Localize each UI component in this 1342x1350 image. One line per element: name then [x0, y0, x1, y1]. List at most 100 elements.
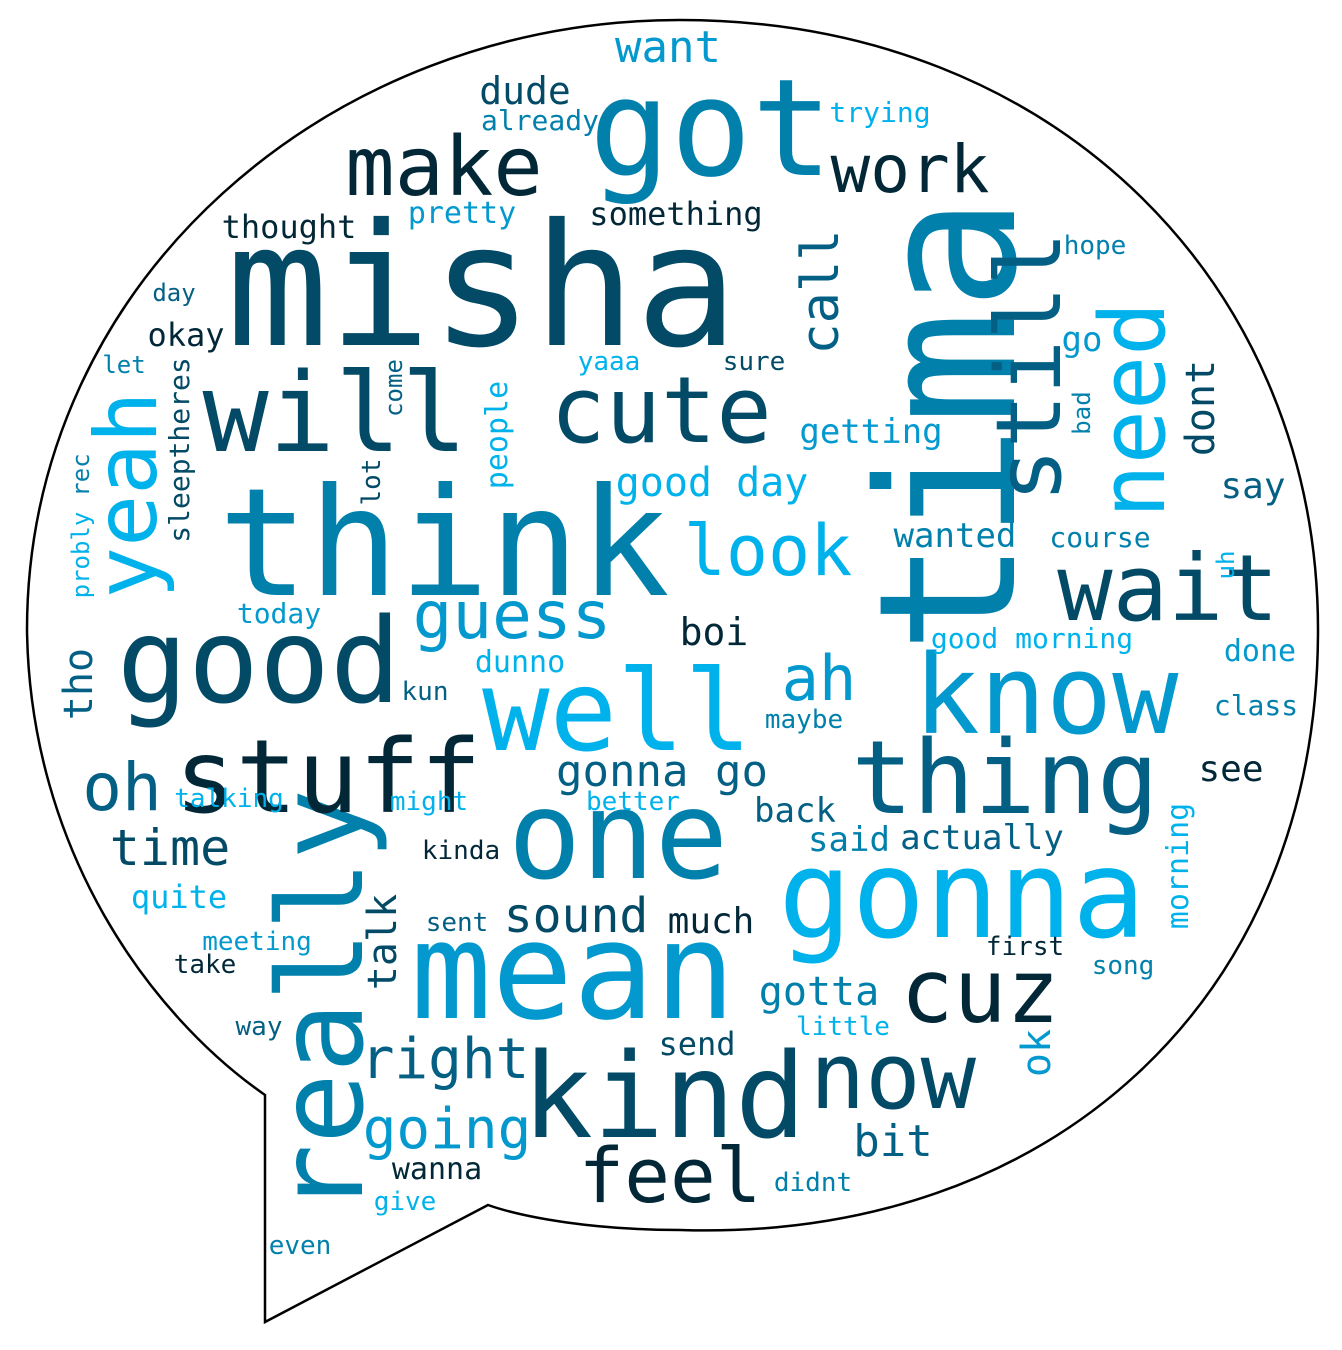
- cloud-word: well: [482, 647, 752, 777]
- cloud-word: time: [110, 819, 230, 877]
- cloud-word: something: [589, 195, 762, 233]
- cloud-word: yeah: [77, 391, 177, 598]
- cloud-word: right: [361, 1027, 530, 1092]
- cloud-word: way: [236, 1012, 283, 1042]
- cloud-word: oh: [82, 749, 161, 826]
- cloud-word: call: [791, 229, 851, 354]
- cloud-word: back: [754, 791, 836, 831]
- cloud-word: now: [810, 1023, 977, 1130]
- cloud-word: class: [1214, 689, 1298, 722]
- cloud-word: rec: [67, 453, 95, 496]
- cloud-word: guess: [413, 577, 612, 654]
- cloud-word: pretty: [408, 196, 516, 231]
- cloud-word: talking: [174, 784, 284, 814]
- cloud-word: mean: [410, 893, 735, 1050]
- cloud-word: dunno: [475, 645, 565, 680]
- cloud-word: little: [796, 1012, 890, 1042]
- cloud-word: even: [269, 1231, 332, 1261]
- cloud-word: day: [152, 279, 195, 307]
- cloud-word: going: [363, 1097, 532, 1162]
- cloud-word: will: [203, 349, 468, 477]
- cloud-word: probly: [67, 512, 95, 599]
- cloud-word: quite: [131, 878, 227, 916]
- cloud-word: getting: [799, 412, 942, 452]
- cloud-word: work: [831, 131, 990, 208]
- cloud-word: okay: [147, 316, 224, 354]
- cloud-word: take: [174, 950, 237, 980]
- cloud-word: really: [252, 789, 390, 1215]
- cloud-word: go: [1062, 320, 1103, 360]
- cloud-word: people: [480, 381, 515, 489]
- cloud-word: dude: [479, 69, 571, 113]
- cloud-word: misha: [226, 188, 738, 386]
- cloud-word: dont: [1178, 360, 1224, 456]
- cloud-word: hope: [1064, 231, 1127, 261]
- cloud-word: tho: [56, 648, 102, 720]
- cloud-word: sleeptheres: [163, 357, 196, 542]
- cloud-word: gotta: [759, 969, 879, 1015]
- cloud-word: sent: [426, 908, 489, 938]
- cloud-word: maybe: [765, 705, 843, 735]
- cloud-word: boi: [680, 610, 749, 654]
- cloud-word: already: [481, 104, 599, 137]
- cloud-word: talk: [360, 894, 406, 990]
- cloud-word: ok: [1014, 1029, 1060, 1077]
- cloud-word: feel: [578, 1131, 761, 1220]
- cloud-word: still: [977, 232, 1082, 503]
- cloud-word: uh: [1212, 551, 1240, 580]
- cloud-word: done: [1224, 634, 1296, 669]
- cloud-word: say: [1220, 466, 1285, 507]
- cloud-word: gonna go: [556, 746, 768, 797]
- cloud-word: song: [1092, 951, 1155, 981]
- cloud-word: wanted: [894, 516, 1017, 556]
- cloud-word: meeting: [202, 927, 312, 957]
- cloud-word: trying: [829, 96, 930, 129]
- cloud-word: might: [390, 787, 468, 817]
- cloud-word: wait: [1057, 535, 1279, 642]
- cloud-word: give: [374, 1187, 437, 1217]
- cloud-word: gonna: [778, 824, 1145, 966]
- cloud-word: one: [508, 765, 728, 907]
- cloud-word: better: [586, 787, 680, 817]
- cloud-word: first: [986, 932, 1064, 962]
- cloud-word: think: [218, 457, 670, 631]
- cloud-word: cute: [550, 357, 772, 464]
- cloud-word: kind: [522, 1027, 806, 1165]
- cloud-word: ah: [782, 642, 857, 715]
- cloud-word: cuz: [901, 940, 1060, 1043]
- cloud-word: got: [589, 50, 833, 207]
- cloud-word: bad: [1068, 391, 1096, 434]
- cloud-word: sound: [504, 888, 649, 944]
- cloud-word: didnt: [774, 1168, 852, 1198]
- cloud-word: wanna: [392, 1152, 482, 1187]
- cloud-word: kinda: [422, 836, 500, 866]
- cloud-word: good day: [616, 460, 809, 506]
- cloud-word: need: [1081, 302, 1186, 519]
- cloud-word: much: [668, 901, 755, 942]
- cloud-word: look: [684, 510, 853, 592]
- cloud-word: see: [1198, 749, 1263, 790]
- cloud-word: stuff: [174, 718, 481, 837]
- cloud-word: morning: [1161, 803, 1196, 929]
- cloud-word: know: [914, 631, 1180, 759]
- cloud-word: said: [808, 820, 890, 860]
- cloud-word: make: [345, 120, 542, 215]
- cloud-word: thing: [851, 719, 1158, 838]
- cloud-word: today: [237, 597, 321, 630]
- cloud-word: tima: [838, 196, 1059, 654]
- cloud-word: good: [117, 592, 401, 730]
- cloud-word: lot: [357, 459, 387, 506]
- cloud-word: bit: [853, 1116, 932, 1167]
- cloud-word: want: [615, 22, 721, 73]
- cloud-word: come: [380, 359, 408, 417]
- cloud-word: kun: [402, 677, 449, 707]
- cloud-word: course: [1049, 521, 1150, 554]
- cloud-word: actually: [900, 818, 1064, 858]
- cloud-word: yaaa: [578, 347, 641, 377]
- cloud-word: send: [658, 1025, 735, 1063]
- cloud-word: sure: [723, 347, 786, 377]
- cloud-word: thought: [222, 208, 357, 246]
